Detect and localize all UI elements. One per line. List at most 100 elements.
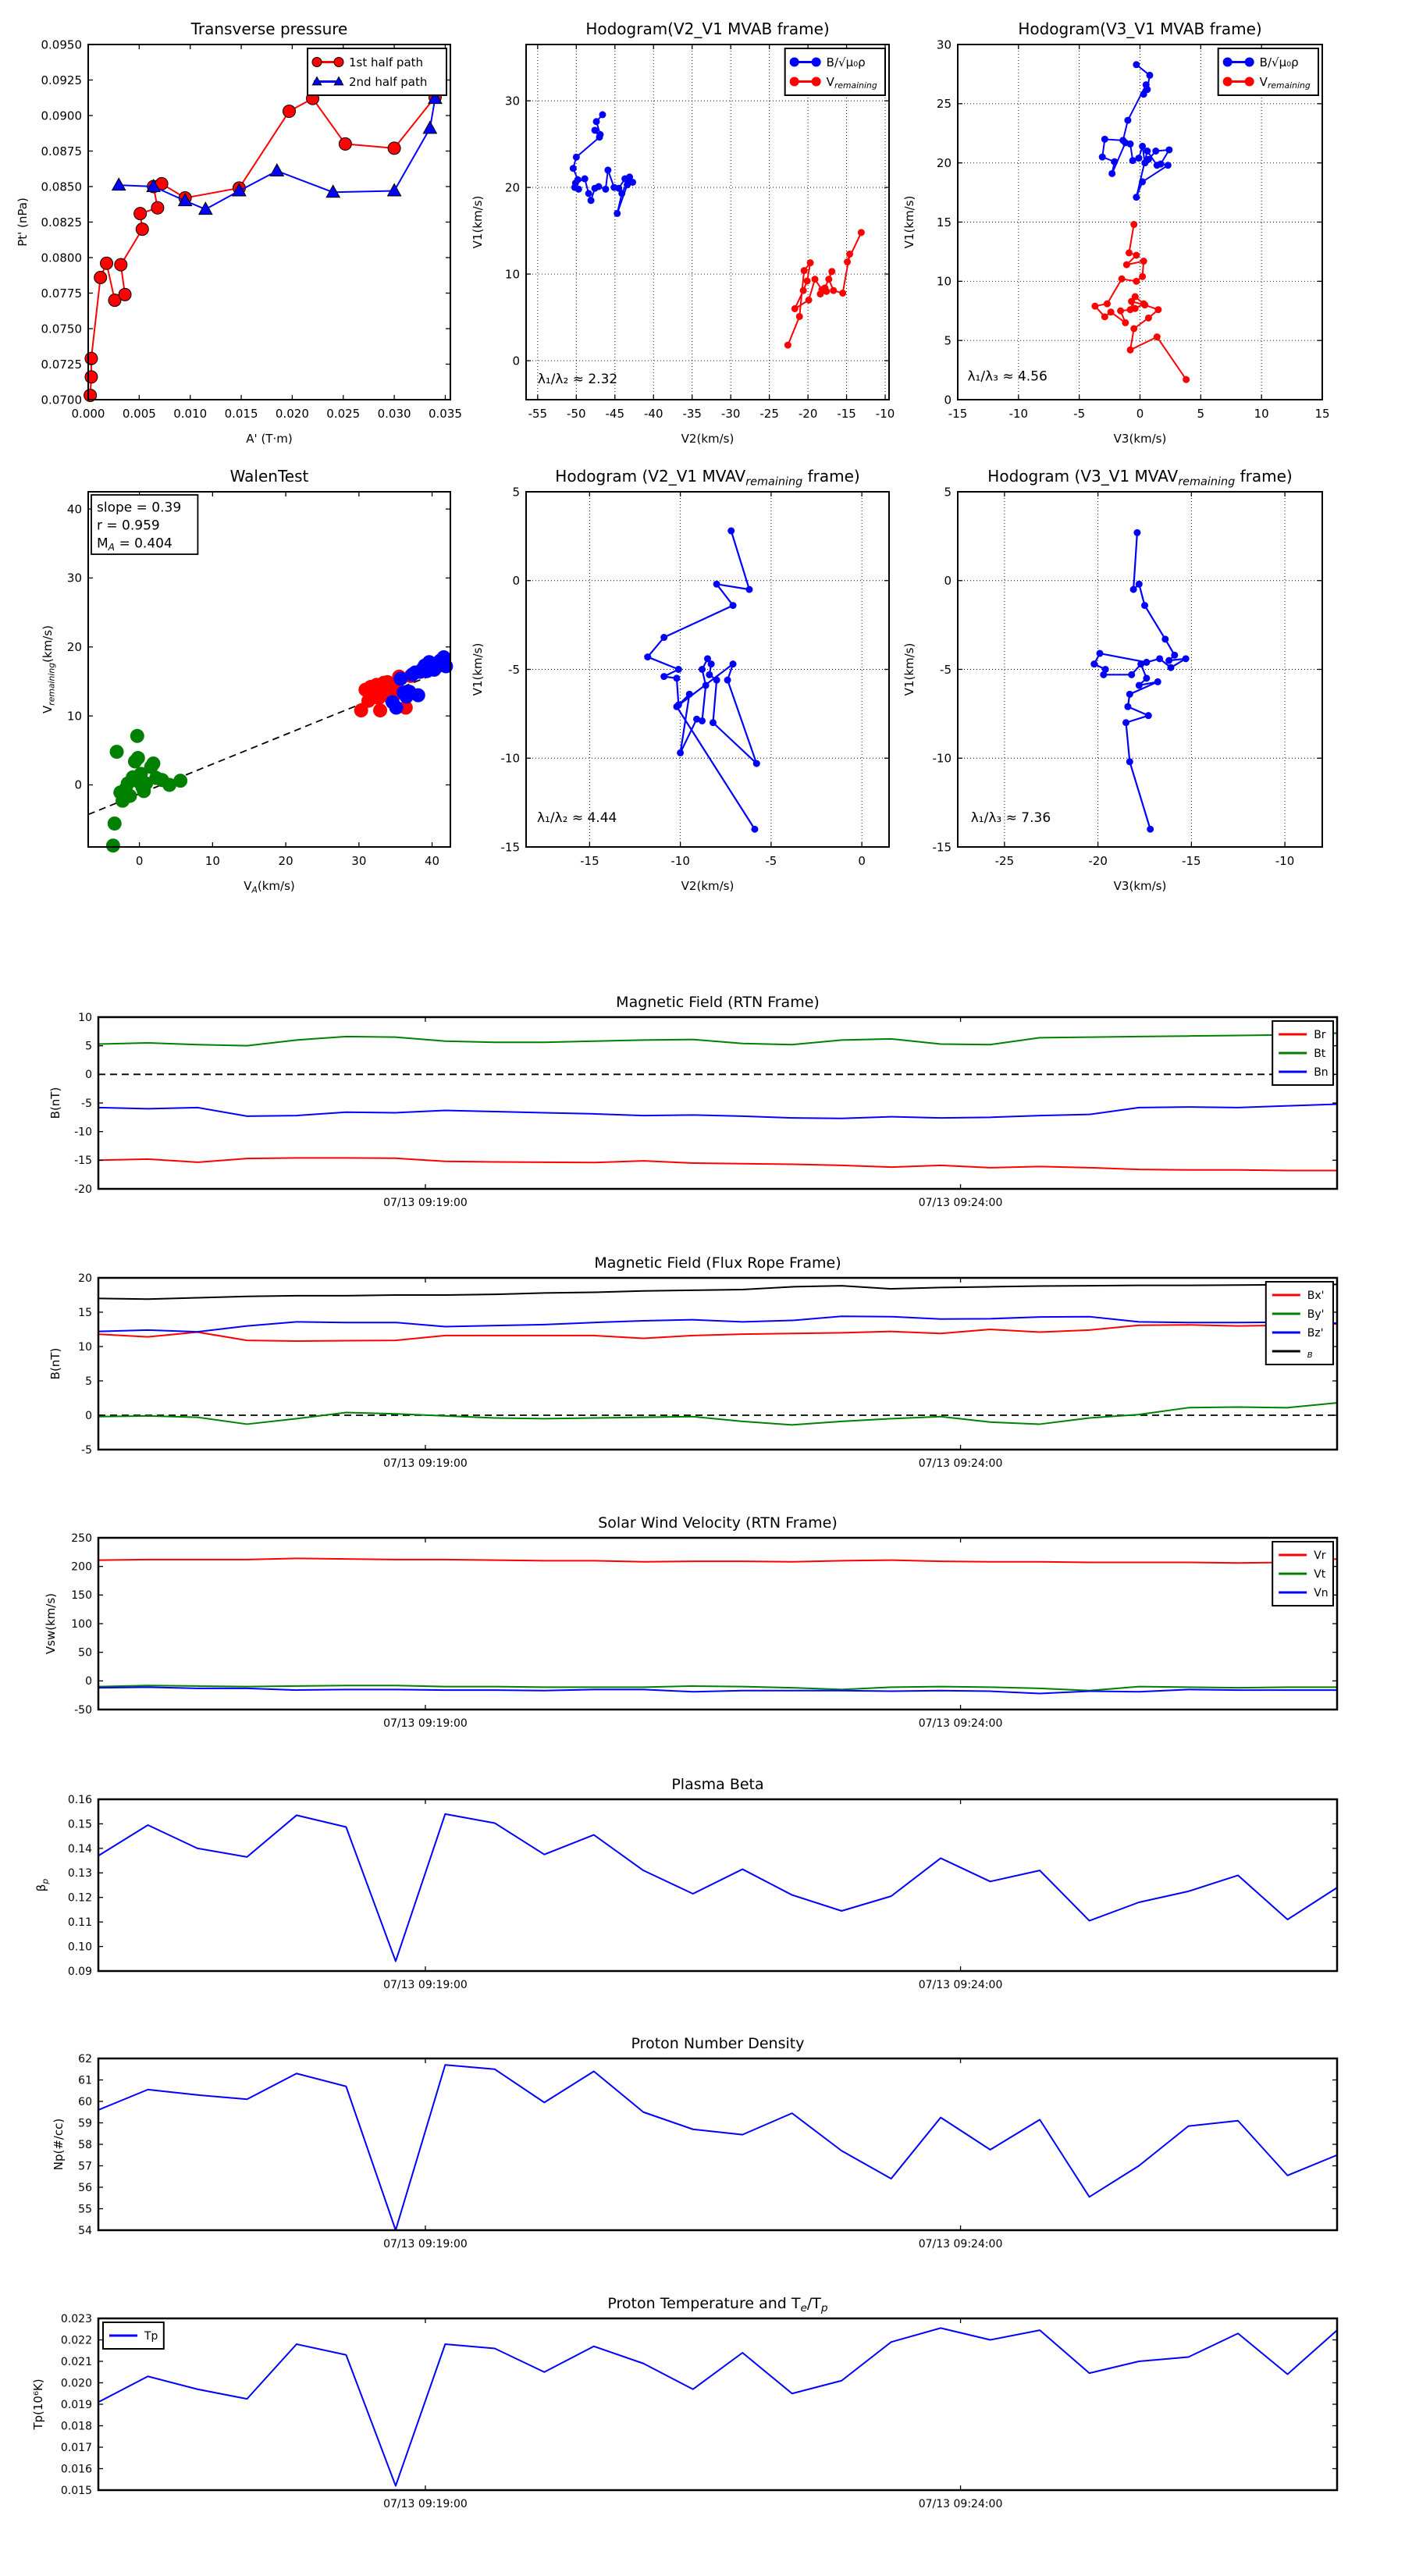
y-axis-label: V1(km/s): [471, 643, 485, 696]
dot-marker: [1124, 703, 1132, 710]
y-tick-label: -10: [74, 1126, 92, 1139]
dot-marker: [1152, 148, 1160, 155]
circle-marker: [151, 201, 165, 215]
dot-marker: [1101, 666, 1109, 673]
y-tick-label: 0.10: [68, 1941, 92, 1953]
dot-marker: [389, 700, 404, 715]
dot-marker: [846, 251, 854, 258]
stats-line: r = 0.959: [97, 518, 160, 534]
chart-title: Transverse pressure: [190, 20, 348, 38]
lambda-annotation: λ₁/λ₂ ≈ 4.44: [537, 810, 617, 826]
dot-marker: [1244, 76, 1254, 87]
x-tick-label: -15: [948, 407, 968, 421]
dot-marker: [799, 286, 807, 294]
x-tick-label: 0.020: [276, 407, 309, 421]
dot-marker: [1146, 71, 1154, 79]
chart-walen: 0 10 20 30 40 0 10 20 30 40 WalenTest VA(km/s) Vrema…: [0, 455, 468, 900]
dot-marker: [1122, 318, 1129, 326]
y-tick-label: 0.0825: [41, 215, 83, 229]
circle-marker: [94, 270, 108, 284]
y-tick-label: 0.017: [61, 2442, 92, 2454]
y-tick-label: -10: [501, 752, 521, 766]
y-tick-label: 250: [71, 1532, 92, 1545]
y-tick-label: 0.016: [61, 2463, 92, 2475]
triangle-marker: [386, 183, 402, 197]
dot-marker: [673, 674, 681, 682]
dot-marker: [702, 681, 710, 689]
dot-marker: [1096, 649, 1104, 657]
chart-title: Hodogram (V2_V1 MVAVremaining frame): [555, 467, 859, 488]
x-tick-label: -55: [528, 407, 548, 421]
y-tick-label: 20: [505, 180, 520, 194]
dot-marker: [1108, 169, 1116, 177]
y-tick-label: -5: [81, 1444, 92, 1457]
legend: Vr Vt Vn: [1272, 1541, 1334, 1606]
dot-marker: [1165, 146, 1173, 154]
dot-marker: [1133, 61, 1140, 69]
chart-title: Proton Temperature and Te/Tp: [607, 2295, 828, 2314]
y-tick-label: 0: [85, 1410, 92, 1422]
dot-marker: [1182, 655, 1190, 663]
series-v-remaining: [1091, 221, 1190, 383]
dot-marker: [574, 185, 582, 193]
dot-marker: [713, 676, 720, 684]
legend-box: [784, 48, 886, 96]
axis-ticks: [98, 1277, 1337, 1450]
chart-beta: 07/13 09:19:00 07/13 09:24:00 0.09 0.10 0.11…: [0, 1764, 1405, 2022]
y-tick-label: 30: [67, 571, 82, 585]
y-tick-label: 58: [78, 2139, 92, 2151]
y-tick-label: -15: [933, 840, 952, 854]
x-tick-label: -10: [876, 407, 895, 421]
dot-marker: [729, 602, 737, 610]
legend-box: [307, 48, 447, 96]
legend-item-label: B/√μ₀ρ: [827, 55, 866, 69]
dot-marker: [439, 659, 454, 674]
y-tick-label: 20: [78, 1272, 92, 1285]
legend-item-label: By': [1307, 1308, 1325, 1321]
y-axis-label: βp: [34, 1879, 50, 1892]
dot-marker: [569, 165, 577, 173]
dot-marker: [1131, 293, 1139, 301]
dot-marker: [745, 585, 753, 593]
chart-tp-svg: 07/13 09:19:00 07/13 09:24:00 0.015 0.016 0.…: [31, 2295, 1339, 2510]
y-tick-label: 0.023: [61, 2313, 92, 2325]
dot-marker: [123, 788, 137, 803]
x-tick-label: 40: [425, 854, 439, 868]
series-bx-: [98, 1322, 1338, 1342]
y-tick-label: 30: [505, 94, 520, 108]
legend: 1st half path 2nd half path: [307, 48, 447, 96]
y-tick-label: -20: [74, 1183, 92, 1196]
circle-marker: [108, 294, 122, 308]
y-tick-label: 0: [512, 574, 520, 588]
y-tick-label: 62: [78, 2053, 92, 2065]
dot-marker: [729, 660, 737, 668]
dot-marker: [1107, 308, 1115, 316]
series-line: [98, 1103, 1338, 1119]
x-tick-label: 07/13 09:19:00: [383, 1979, 468, 1991]
dot-marker: [107, 816, 122, 831]
axes-frame: [97, 1798, 1339, 1973]
legend-item-label: B: [1307, 1351, 1313, 1360]
y-tick-label: 0.13: [68, 1867, 92, 1880]
dot-marker: [1144, 155, 1152, 163]
dot-marker: [784, 341, 791, 349]
y-tick-label: 0.022: [61, 2334, 92, 2347]
dot-marker: [1129, 157, 1136, 165]
circle-marker: [84, 370, 98, 384]
dot-marker: [693, 715, 701, 723]
legend: Tp: [102, 2322, 165, 2350]
dot-marker: [1144, 712, 1152, 720]
chart-title: Proton Number Density: [631, 2035, 805, 2052]
y-tick-label: 15: [78, 1307, 92, 1319]
triangle-marker: [325, 184, 341, 198]
dot-marker: [1154, 306, 1162, 314]
dot-marker: [1133, 194, 1140, 201]
chart-walen-svg: 0 10 20 30 40 0 10 20 30 40 WalenTest VA(km/s) Vrema…: [41, 467, 454, 895]
dot-marker: [1139, 272, 1147, 280]
dot-marker: [1098, 153, 1106, 161]
triangle-marker: [197, 201, 213, 215]
legend: B/√μ₀ρ Vremaining: [784, 48, 886, 96]
y-tick-label: 0.021: [61, 2356, 92, 2368]
x-tick-label: 07/13 09:24:00: [919, 1457, 1003, 1470]
chart-np-svg: 07/13 09:19:00 07/13 09:24:00 54 55 56 57 58 59…: [52, 2035, 1339, 2250]
